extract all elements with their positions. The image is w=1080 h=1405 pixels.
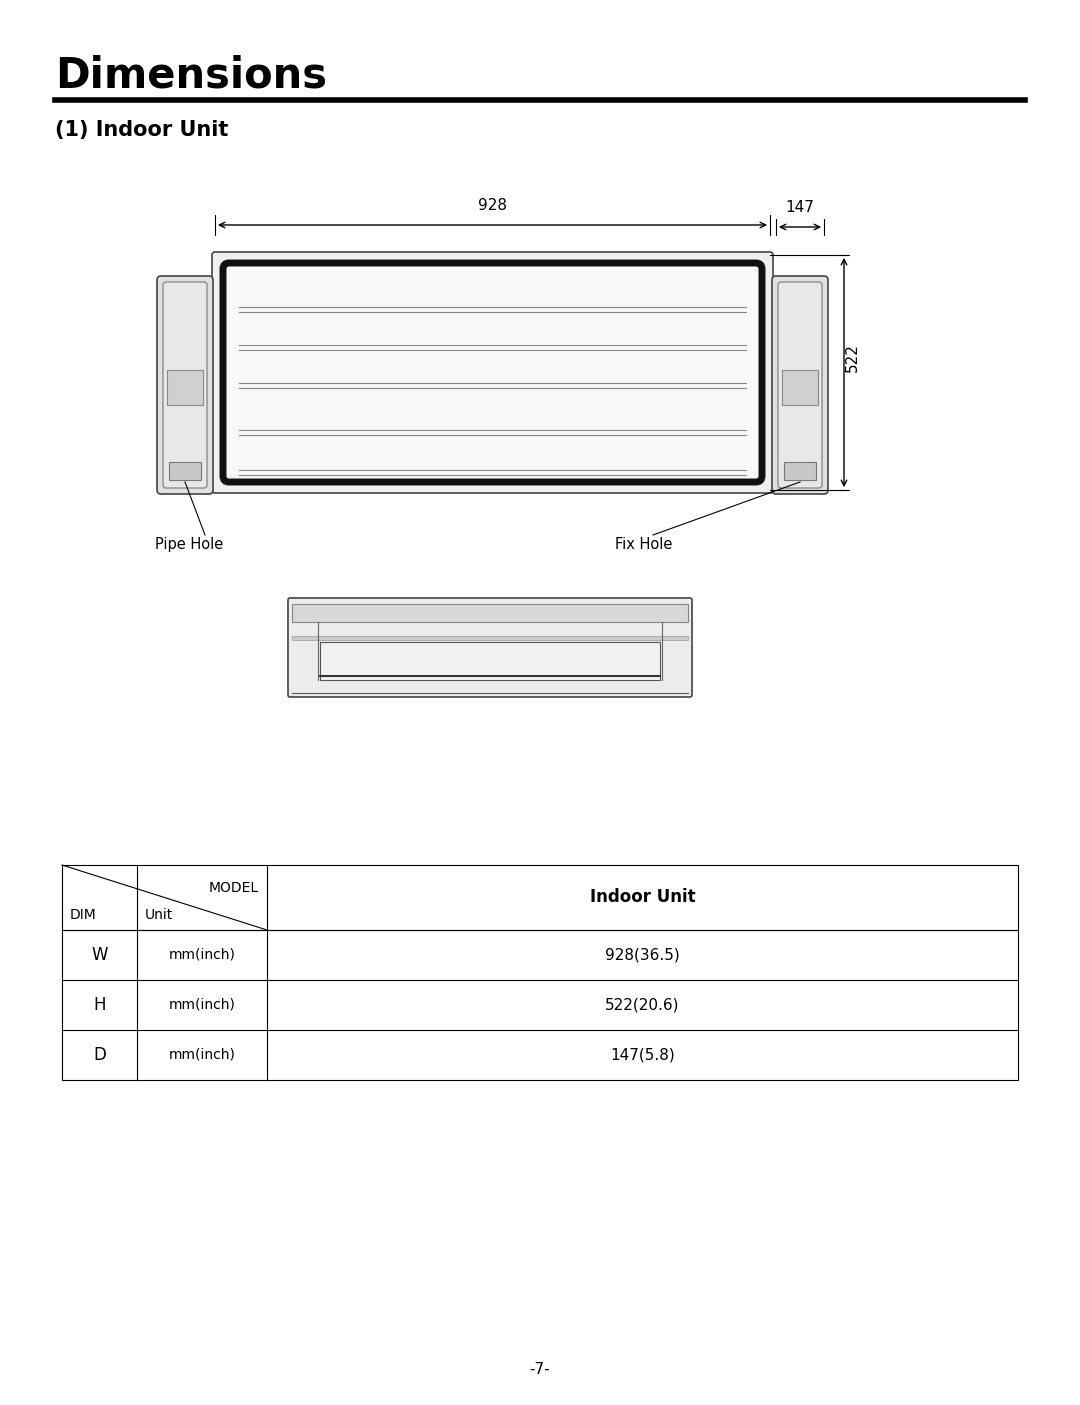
Text: DIM: DIM <box>70 908 97 922</box>
FancyBboxPatch shape <box>212 251 773 493</box>
Text: H: H <box>93 996 106 1014</box>
Bar <box>292 604 688 622</box>
Text: Unit: Unit <box>145 908 173 922</box>
FancyBboxPatch shape <box>163 282 207 488</box>
Bar <box>292 636 688 641</box>
FancyBboxPatch shape <box>288 599 692 697</box>
Text: Pipe Hole: Pipe Hole <box>156 537 224 552</box>
Text: mm(inch): mm(inch) <box>168 1048 235 1062</box>
Text: mm(inch): mm(inch) <box>168 998 235 1012</box>
Bar <box>320 642 660 680</box>
FancyBboxPatch shape <box>772 275 828 495</box>
Text: 928: 928 <box>478 198 507 214</box>
Bar <box>168 462 201 481</box>
FancyBboxPatch shape <box>222 263 762 482</box>
Bar <box>167 370 203 405</box>
Text: mm(inch): mm(inch) <box>168 948 235 962</box>
Text: 147: 147 <box>785 200 814 215</box>
Text: (1) Indoor Unit: (1) Indoor Unit <box>55 119 228 140</box>
Bar <box>782 370 818 405</box>
Text: D: D <box>93 1045 106 1064</box>
FancyBboxPatch shape <box>157 275 213 495</box>
Text: Fix Hole: Fix Hole <box>615 537 673 552</box>
Text: 522(20.6): 522(20.6) <box>605 998 679 1013</box>
Text: 928(36.5): 928(36.5) <box>605 947 680 962</box>
Text: MODEL: MODEL <box>208 881 259 895</box>
FancyBboxPatch shape <box>778 282 822 488</box>
Text: Indoor Unit: Indoor Unit <box>590 888 696 906</box>
Bar <box>62 865 1018 1080</box>
Bar <box>784 462 816 481</box>
Text: -7-: -7- <box>529 1363 551 1377</box>
Text: 147(5.8): 147(5.8) <box>610 1048 675 1062</box>
Text: 522: 522 <box>845 344 860 372</box>
Text: W: W <box>91 946 108 964</box>
Text: Dimensions: Dimensions <box>55 55 327 97</box>
